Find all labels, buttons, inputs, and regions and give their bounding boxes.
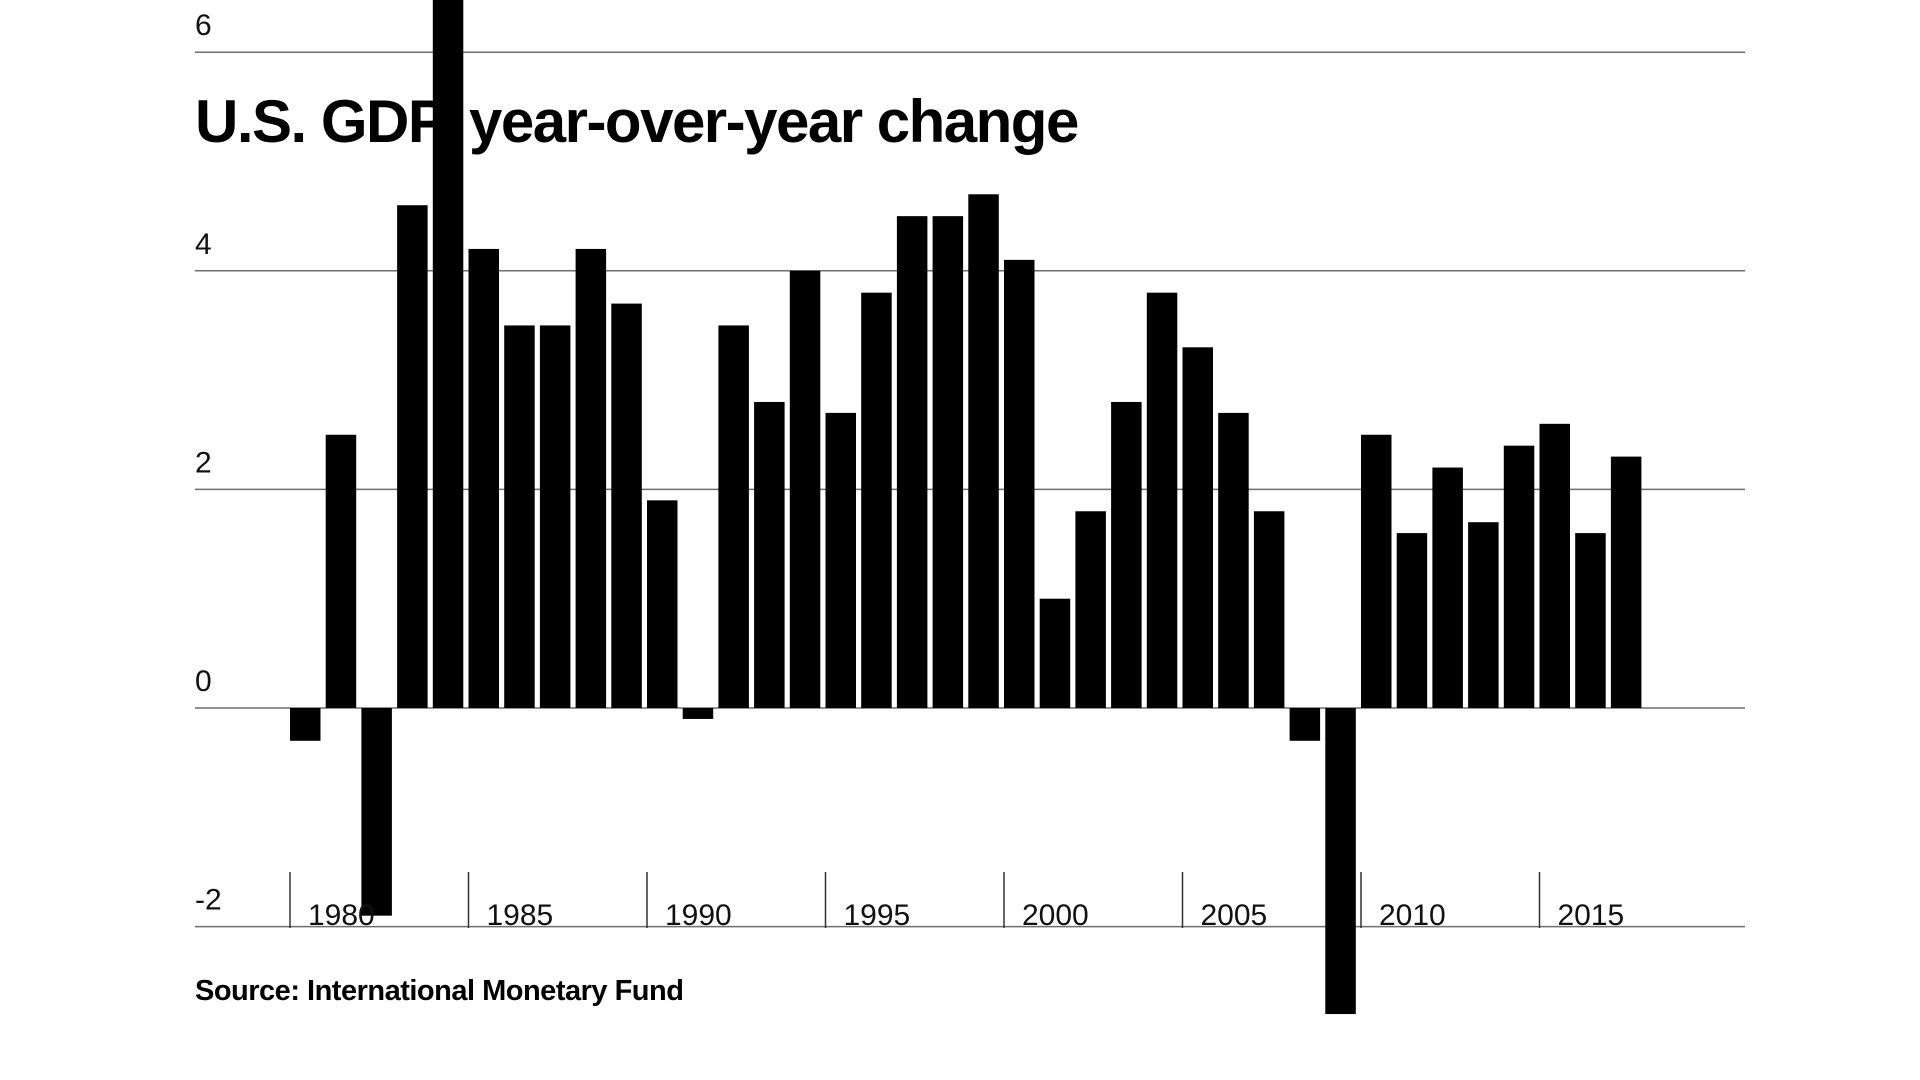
bar-2017: 2017: 2.3 [1610, 456, 1642, 708]
y-tick-label: -2 [195, 884, 222, 917]
bar-2012: 2012: 2.2 [1432, 467, 1463, 708]
y-tick-label: 6 [195, 9, 212, 42]
bar-2013: 2013: 1.7 [1468, 522, 1499, 708]
bar-2011: 2011: 1.6 [1396, 533, 1428, 708]
bar-1987: 1987: 3.5 [539, 325, 571, 708]
bar-2007: 2007: 1.8 [1253, 511, 1285, 708]
bar-1986: 1986: 3.5 [504, 325, 535, 708]
chart-title: U.S. GDP, year-over-year change [195, 88, 1079, 155]
bar-2016: 2016: 1.6 [1575, 533, 1606, 708]
bar-1984: 1984: 7.2 [432, 0, 464, 709]
bar-1982: 1982: -1.9 [361, 708, 392, 916]
bar-2004: 2004: 3.8 [1146, 292, 1178, 708]
bar-2002: 2002: 1.8 [1075, 511, 1106, 708]
x-tick-label: 1980 [308, 899, 375, 932]
bar-1996: 1996: 3.8 [861, 292, 892, 708]
bar-1992: 1992: 3.5 [718, 325, 749, 708]
bar-2005: 2005: 3.3 [1182, 347, 1213, 708]
bar-2015: 2015: 2.6 [1539, 423, 1570, 708]
bar-1997: 1997: 4.5 [896, 216, 928, 708]
x-tick-label: 1985 [487, 899, 554, 932]
bar-2000: 2000: 4.1 [1004, 259, 1035, 708]
bar-1991: 1991: -0.1 [682, 708, 714, 719]
source-note: Source: International Monetary Fund [195, 975, 684, 1007]
bar-1999: 1999: 4.7 [968, 194, 999, 709]
bar-1981: 1981: 2.5 [325, 434, 357, 708]
bar-1989: 1989: 3.7 [611, 303, 642, 708]
x-tick-label: 2000 [1022, 899, 1089, 932]
bar-2010: 2010: 2.5 [1361, 434, 1392, 708]
bar-1980: 1980: -0.3 [290, 708, 321, 741]
bar-1998: 1998: 4.5 [932, 216, 964, 708]
x-tick-label: 1990 [665, 899, 732, 932]
x-tick-label: 1995 [844, 899, 911, 932]
bar-2008: 2008: -0.3 [1289, 708, 1321, 741]
y-tick-label: 0 [195, 665, 212, 698]
y-tick-label: 4 [195, 228, 212, 261]
bar-1988: 1988: 4.2 [575, 248, 607, 708]
bar-2009: 2009: -2.8 [1325, 708, 1356, 1015]
bar-1994: 1994: 4 [789, 270, 821, 708]
bar-2006: 2006: 2.7 [1218, 412, 1249, 708]
bar-1985: 1985: 4.2 [468, 248, 499, 708]
x-tick-label: 2005 [1201, 899, 1268, 932]
x-tick-label: 2010 [1379, 899, 1446, 932]
bar-2003: 2003: 2.8 [1111, 401, 1142, 708]
bar-2001: 2001: 1 [1039, 598, 1071, 708]
x-axis-ticks: 1980 1985 1990 1995 2000 2005 2010 2015 [289, 872, 1625, 932]
bars: 1980: -0.31981: 2.51982: -1.91983: 4.619… [290, 0, 1642, 1015]
x-tick-label: 2015 [1558, 899, 1625, 932]
bar-1983: 1983: 4.6 [397, 205, 428, 708]
bar-2014: 2014: 2.4 [1503, 445, 1535, 708]
y-tick-label: 2 [195, 446, 212, 479]
bar-1990: 1990: 1.9 [647, 500, 678, 708]
bar-1995: 1995: 2.7 [825, 412, 856, 708]
bar-1993: 1993: 2.8 [754, 401, 785, 708]
